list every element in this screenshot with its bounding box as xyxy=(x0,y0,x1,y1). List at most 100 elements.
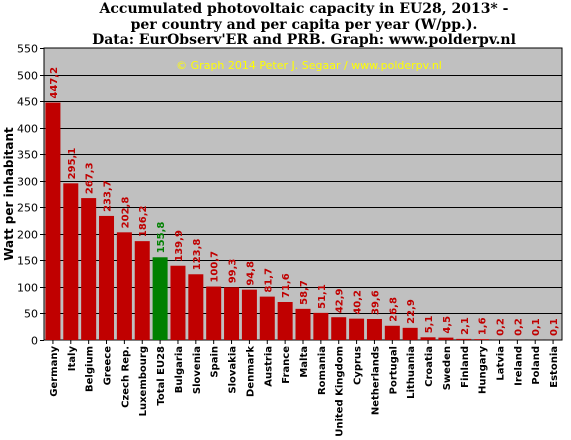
y-tick-label: 150 xyxy=(17,255,38,268)
x-tick-label: Croatia xyxy=(424,346,435,387)
bar xyxy=(384,325,400,340)
data-label: 39,6 xyxy=(370,290,381,315)
bar xyxy=(420,337,436,340)
bar xyxy=(277,301,293,340)
y-tick-label: 50 xyxy=(24,308,38,321)
y-tick-label: 200 xyxy=(17,229,38,242)
bar xyxy=(402,327,418,340)
x-tick-label: Finland xyxy=(460,346,471,388)
data-label: 233,7 xyxy=(103,180,114,212)
chart-title: Accumulated photovoltaic capacity in EU2… xyxy=(44,1,564,49)
watermark: © Graph 2014 Peter J. Segaar / www.polde… xyxy=(176,59,442,72)
x-tick-label: Bulgaria xyxy=(174,346,185,393)
x-tick-label: Slovakia xyxy=(228,346,239,394)
data-label: 4,5 xyxy=(442,316,453,334)
x-tick-label: Malta xyxy=(299,346,310,378)
y-tick-label: 500 xyxy=(17,70,38,83)
bar xyxy=(81,198,97,340)
x-tick-label: Belgium xyxy=(85,346,96,392)
data-label: 0,2 xyxy=(513,318,524,336)
x-tick-label: United Kingdom xyxy=(335,346,346,437)
y-tick-label: 0 xyxy=(31,335,38,348)
data-label: 139,9 xyxy=(174,230,185,262)
x-tick-label: Slovenia xyxy=(192,346,203,394)
y-axis-label: Watt per inhabitant xyxy=(2,127,16,261)
x-tick-label: Austria xyxy=(263,346,274,387)
bar xyxy=(116,232,132,340)
data-label: 26,8 xyxy=(388,297,399,322)
y-tick-label: 450 xyxy=(17,96,38,109)
bars xyxy=(45,102,561,340)
title-line-2: per country and per capita per year (W/p… xyxy=(130,16,478,33)
bar xyxy=(206,286,222,340)
data-label: 186,2 xyxy=(138,205,149,237)
bar xyxy=(331,317,347,340)
data-label: 123,8 xyxy=(192,239,203,271)
x-tick-label: Czech Rep. xyxy=(120,346,131,408)
data-label: 0,2 xyxy=(495,318,506,336)
y-tick-label: 550 xyxy=(17,43,38,56)
bar xyxy=(295,308,311,340)
data-label: 267,3 xyxy=(85,162,96,194)
y-tick-label: 350 xyxy=(17,149,38,162)
data-label: 0,1 xyxy=(549,318,560,336)
bar xyxy=(349,318,365,340)
data-label: 99,3 xyxy=(228,259,239,284)
x-tick-label: Hungary xyxy=(478,346,489,394)
x-tick-label: Latvia xyxy=(495,346,506,381)
data-label: 58,7 xyxy=(299,280,310,305)
x-tick-label: Netherlands xyxy=(370,346,381,415)
x-tick-label: Total EU28 xyxy=(156,346,167,406)
data-label: 295,1 xyxy=(67,148,78,180)
data-label: 0,1 xyxy=(531,318,542,336)
x-tick-label: Sweden xyxy=(442,346,453,390)
y-tick-label: 300 xyxy=(17,176,38,189)
bar xyxy=(241,289,257,340)
data-label: 51,1 xyxy=(317,284,328,309)
title-line-3: Data: EurObserv'ER and PRB. Graph: www.p… xyxy=(92,32,516,48)
x-tick-label: Cyprus xyxy=(353,346,364,385)
y-tick-label: 400 xyxy=(17,123,38,136)
y-tick-label: 250 xyxy=(17,202,38,215)
y-axis-ticks: 0 50 100 150 200 250 300 350 400 450 500 550 xyxy=(17,43,44,348)
x-axis-ticks: Germany Italy Belgium Greece Czech Rep. Luxem… xyxy=(49,340,560,437)
x-tick-label: France xyxy=(281,346,292,384)
bar xyxy=(188,274,204,340)
y-tick-label: 100 xyxy=(17,282,38,295)
value-labels: 447,2 295,1 267,3 233,7 202,8 186,2 155,8 139,9… xyxy=(49,67,560,336)
bar xyxy=(99,215,115,340)
x-tick-label: Luxembourg xyxy=(138,346,149,416)
x-tick-label: Greece xyxy=(103,346,114,386)
title-line-1: Accumulated photovoltaic capacity in EU2… xyxy=(99,1,509,17)
x-tick-label: Poland xyxy=(531,346,542,385)
data-label: 202,8 xyxy=(120,197,131,229)
bar xyxy=(170,265,186,340)
bar xyxy=(438,337,454,340)
data-label: 1,6 xyxy=(478,317,489,335)
data-label: 155,8 xyxy=(156,222,167,254)
x-tick-label: Portugal xyxy=(388,346,399,394)
bar xyxy=(152,257,168,340)
data-label: 100,7 xyxy=(210,251,221,283)
data-label: 42,9 xyxy=(335,289,346,314)
x-tick-label: Spain xyxy=(210,346,221,378)
bar xyxy=(45,102,61,340)
x-tick-label: Italy xyxy=(67,346,78,372)
data-label: 5,1 xyxy=(424,316,435,334)
data-label: 81,7 xyxy=(263,268,274,293)
bar xyxy=(224,287,240,340)
x-tick-label: Denmark xyxy=(245,346,256,397)
data-label: 447,2 xyxy=(49,67,60,99)
data-label: 2,1 xyxy=(460,317,471,335)
data-label: 94,8 xyxy=(245,261,256,286)
data-label: 71,6 xyxy=(281,273,292,298)
x-tick-label: Romania xyxy=(317,346,328,395)
x-tick-label: Germany xyxy=(49,346,60,397)
bar xyxy=(366,318,382,340)
x-tick-label: Estonia xyxy=(549,346,560,388)
bar xyxy=(63,183,79,340)
bar xyxy=(313,312,329,340)
data-label: 22,9 xyxy=(406,299,417,324)
bar xyxy=(474,339,490,340)
